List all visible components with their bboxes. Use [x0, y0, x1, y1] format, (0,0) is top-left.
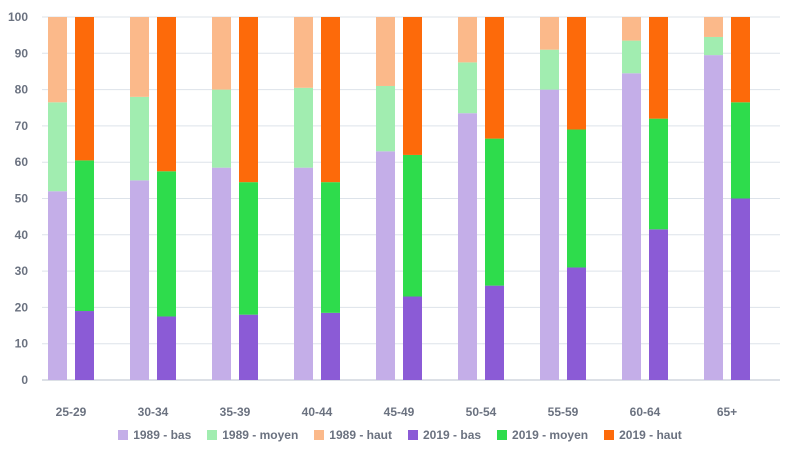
y-tick-label: 10: [15, 337, 29, 351]
stacked-bar-chart: 0 10 20 30 40 50 60 70 80 90 100 25-29 30-34 35-39 40-…: [8, 10, 780, 419]
bar-segment: [567, 129, 586, 268]
bar-segment: [731, 198, 750, 380]
bar-segment: [622, 17, 641, 41]
legend-label: 2019 - moyen: [512, 428, 589, 442]
bar-segment: [157, 316, 176, 380]
legend: 1989 - bas 1989 - moyen 1989 - haut 2019 - …: [0, 428, 800, 442]
bar-segment: [48, 17, 67, 103]
bar-segment: [622, 73, 641, 380]
y-tick-label: 0: [21, 373, 28, 387]
bar-segment: [48, 102, 67, 192]
legend-swatch: [314, 430, 325, 440]
bar-segment: [622, 40, 641, 74]
legend-label: 1989 - bas: [133, 428, 192, 442]
bar-segment: [458, 62, 477, 114]
bar-segment: [212, 167, 231, 380]
x-tick-label: 50-54: [466, 405, 497, 419]
legend-item: 1989 - moyen: [207, 428, 298, 442]
bar-segment: [458, 113, 477, 380]
bar-segment: [48, 191, 67, 380]
x-tick-label: 35-39: [220, 405, 251, 419]
bar-segment: [649, 118, 668, 230]
legend-swatch: [207, 430, 218, 440]
bar-segment: [704, 36, 723, 56]
bar-segment: [212, 17, 231, 90]
bar-segment: [376, 17, 395, 86]
bar-segment: [567, 17, 586, 130]
y-tick-label: 50: [15, 192, 29, 206]
legend-swatch: [118, 430, 129, 440]
x-tick-label: 40-44: [302, 405, 333, 419]
y-tick-label: 100: [8, 10, 28, 24]
bar-segment: [294, 17, 313, 88]
y-tick-label: 60: [15, 155, 29, 169]
bar-segment: [75, 160, 94, 312]
bar-segment: [567, 267, 586, 380]
y-tick-label: 80: [15, 83, 29, 97]
bar-segment: [376, 151, 395, 380]
bar-segment: [704, 17, 723, 37]
y-tick-label: 20: [15, 300, 29, 314]
bar-segment: [239, 314, 258, 380]
bar-segment: [130, 96, 149, 181]
bar-segment: [130, 180, 149, 380]
bar-segment: [485, 17, 504, 139]
legend-item: 1989 - bas: [118, 428, 191, 442]
legend-item: 2019 - bas: [408, 428, 481, 442]
bar-segment: [294, 167, 313, 380]
bar-segment: [540, 17, 559, 50]
legend-swatch: [604, 430, 615, 440]
bar-segment: [239, 17, 258, 183]
legend-item: 2019 - moyen: [497, 428, 588, 442]
bar-segment: [403, 296, 422, 380]
bar-segment: [403, 17, 422, 155]
x-tick-label: 45-49: [384, 405, 415, 419]
bar-segment: [75, 311, 94, 380]
x-tick-label: 60-64: [630, 405, 661, 419]
bar-segment: [157, 171, 176, 317]
legend-swatch: [408, 430, 418, 440]
y-tick-label: 40: [15, 228, 29, 242]
y-tick-label: 90: [15, 46, 29, 60]
x-tick-label: 30-34: [138, 405, 169, 419]
legend-label: 2019 - haut: [619, 428, 682, 442]
legend-item: 1989 - haut: [314, 428, 392, 442]
legend-label: 1989 - haut: [329, 428, 392, 442]
bar-segment: [376, 85, 395, 152]
legend-swatch: [497, 430, 508, 440]
bar-segment: [130, 17, 149, 97]
bar-segment: [294, 87, 313, 168]
bar-segment: [212, 89, 231, 168]
y-tick-label: 70: [15, 119, 29, 133]
bar-segment: [75, 17, 94, 161]
bar-segment: [321, 182, 340, 313]
bar-segment: [485, 138, 504, 286]
x-tick-label: 65+: [717, 405, 737, 419]
x-tick-label: 55-59: [548, 405, 579, 419]
legend-label: 2019 - bas: [423, 428, 482, 442]
bar-segment: [403, 154, 422, 297]
bar-segment: [704, 55, 723, 381]
legend-label: 1989 - moyen: [222, 428, 299, 442]
bar-segment: [731, 102, 750, 199]
bar-segment: [157, 17, 176, 172]
y-tick-label: 30: [15, 264, 29, 278]
bar-segment: [239, 182, 258, 315]
bar-segment: [321, 312, 340, 380]
bar-segment: [649, 17, 668, 119]
bar-segment: [458, 17, 477, 63]
legend-item: 2019 - haut: [604, 428, 682, 442]
bar-segment: [540, 49, 559, 90]
bar-segment: [321, 17, 340, 183]
bar-segment: [485, 285, 504, 380]
bar-segment: [731, 17, 750, 103]
x-tick-label: 25-29: [56, 405, 87, 419]
bar-segment: [649, 229, 668, 380]
bar-segment: [540, 89, 559, 380]
